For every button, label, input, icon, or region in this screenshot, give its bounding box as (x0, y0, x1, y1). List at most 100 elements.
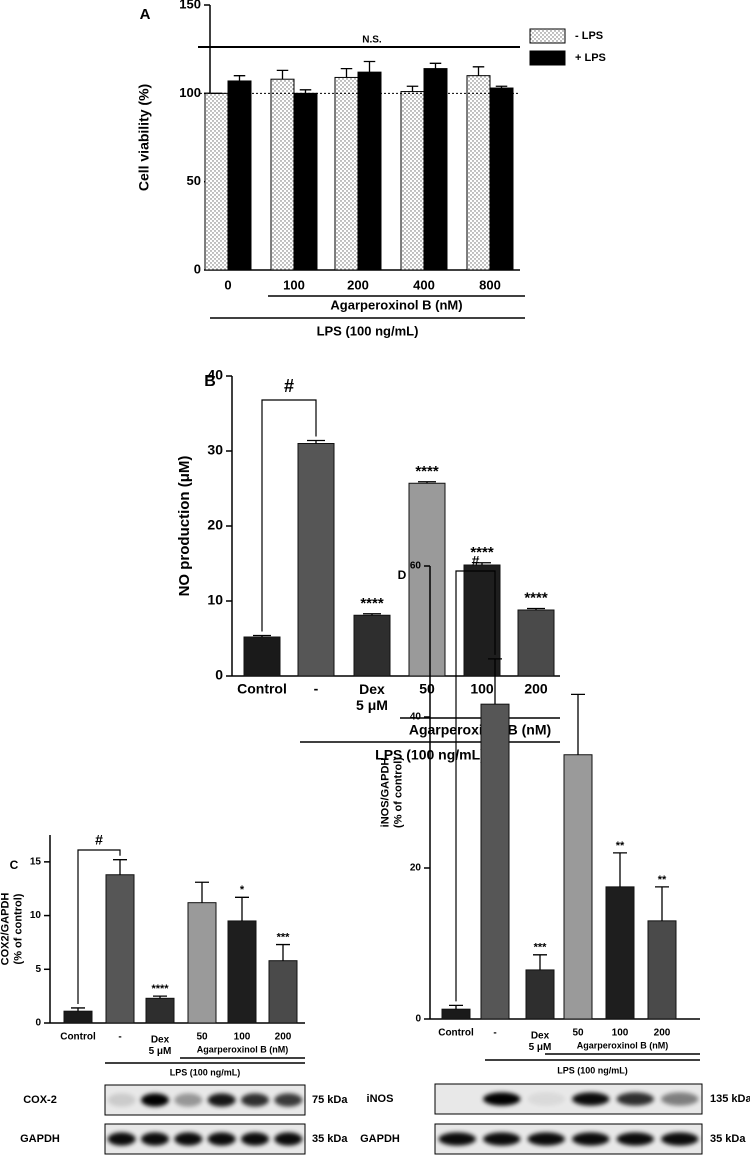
error-bar (113, 859, 127, 875)
blot-band (527, 1132, 565, 1146)
y-tick-label: 15 (30, 856, 42, 867)
error-bar (276, 943, 290, 961)
significance-label: ** (616, 840, 625, 852)
bar (243, 636, 281, 677)
bar (423, 68, 448, 271)
y-tick-label: 10 (30, 910, 42, 921)
group-label: Agarperoxinol B (nM) (330, 297, 462, 312)
y-tick-label: 0 (194, 261, 201, 276)
blot-band (207, 1093, 236, 1107)
y-tick-label: 0 (215, 667, 223, 683)
x-tick-label: 100 (612, 1028, 629, 1039)
significance-label: * (240, 884, 245, 896)
x-tick-label: 200 (524, 681, 548, 697)
x-tick-label: 200 (654, 1028, 671, 1039)
blot-band (483, 1132, 521, 1146)
comparison-bracket (455, 570, 496, 1002)
group-label: Agarperoxinol B (nM) (409, 722, 551, 738)
blot-band (241, 1093, 269, 1107)
error-bar (613, 852, 627, 887)
y-axis-title: Cell viability (%) (136, 84, 152, 191)
y-tick-label: 40 (410, 712, 422, 723)
significance-label: ** (658, 874, 667, 886)
y-axis-title: iNOS/GAPDH(% of control) (380, 757, 405, 828)
blot-protein: COX-2 (23, 1094, 57, 1106)
blot-protein: iNOS (367, 1093, 394, 1105)
error-bar (340, 67, 353, 78)
significance-label: *** (277, 931, 291, 943)
y-tick-label: 150 (179, 0, 201, 11)
y-axis-title: NO production (μM) (176, 456, 193, 597)
blot-band (174, 1093, 203, 1107)
bar (517, 609, 555, 677)
y-tick-label: 30 (207, 442, 223, 458)
comparison-bracket (77, 849, 121, 1004)
significance-label: **** (360, 595, 384, 612)
error-bar (488, 658, 502, 705)
error-bar (307, 439, 325, 444)
x-tick-label: 50 (419, 681, 435, 697)
blot-membrane (434, 1083, 703, 1115)
blot-band (274, 1132, 303, 1146)
x-tick-label: - (493, 1028, 496, 1039)
blot-protein: GAPDH (20, 1133, 60, 1145)
x-tick-label: Control (60, 1032, 96, 1043)
x-tick-label: 400 (413, 277, 435, 292)
error-bar (363, 60, 376, 73)
bar (353, 614, 391, 677)
bar (466, 75, 491, 271)
y-tick-label: 5 (35, 964, 41, 975)
x-tick-label: 100 (470, 681, 494, 697)
blot-size: 35 kDa (312, 1133, 348, 1145)
group-label: LPS (100 ng/mL) (317, 323, 419, 338)
error-bar (195, 881, 209, 903)
blot-band (438, 1132, 476, 1146)
error-bar (533, 954, 547, 970)
y-tick-label: 100 (179, 85, 201, 100)
significance-label: **** (524, 590, 548, 607)
bar (297, 443, 335, 677)
x-tick-label: Dex 5 μM (356, 681, 388, 713)
bar (293, 92, 318, 271)
x-tick-label: Dex 5 μM (149, 1034, 172, 1057)
blot-band (174, 1132, 203, 1146)
panel-label: B (204, 373, 216, 390)
error-bar (527, 607, 545, 610)
group-label: LPS (100 ng/mL) (557, 1065, 628, 1075)
bar (489, 87, 514, 271)
error-bar (276, 69, 289, 80)
x-tick-label: Control (237, 681, 287, 697)
blot-membrane (434, 1123, 703, 1155)
error-bar (495, 85, 508, 89)
panel-label: A (140, 6, 151, 23)
annotation: N.S. (362, 35, 382, 46)
bar (227, 80, 252, 271)
bar (357, 71, 382, 271)
error-bar (472, 66, 485, 76)
x-tick-label: 100 (283, 277, 305, 292)
error-bar (429, 62, 442, 69)
bar (480, 703, 510, 1020)
error-bar (418, 481, 436, 484)
x-tick-label: - (118, 1032, 121, 1043)
blot-band (241, 1132, 269, 1146)
blot-band (661, 1092, 699, 1106)
error-bar (571, 693, 585, 755)
bar (334, 76, 359, 271)
blot-band (141, 1132, 169, 1146)
bar (227, 920, 257, 1024)
blot-band (527, 1092, 565, 1106)
bar (441, 1008, 471, 1020)
x-tick-label: 0 (224, 277, 231, 292)
bar (268, 960, 298, 1024)
blot-band (107, 1093, 136, 1107)
blot-band (483, 1092, 521, 1106)
y-tick-label: 10 (207, 592, 223, 608)
legend-swatch (529, 28, 566, 44)
blot-band (572, 1092, 610, 1106)
blot-membrane (104, 1123, 306, 1155)
panel-label: D (398, 568, 407, 582)
blot-band (141, 1093, 169, 1107)
x-tick-label: 50 (196, 1032, 208, 1043)
comparison-label: # (284, 376, 294, 396)
